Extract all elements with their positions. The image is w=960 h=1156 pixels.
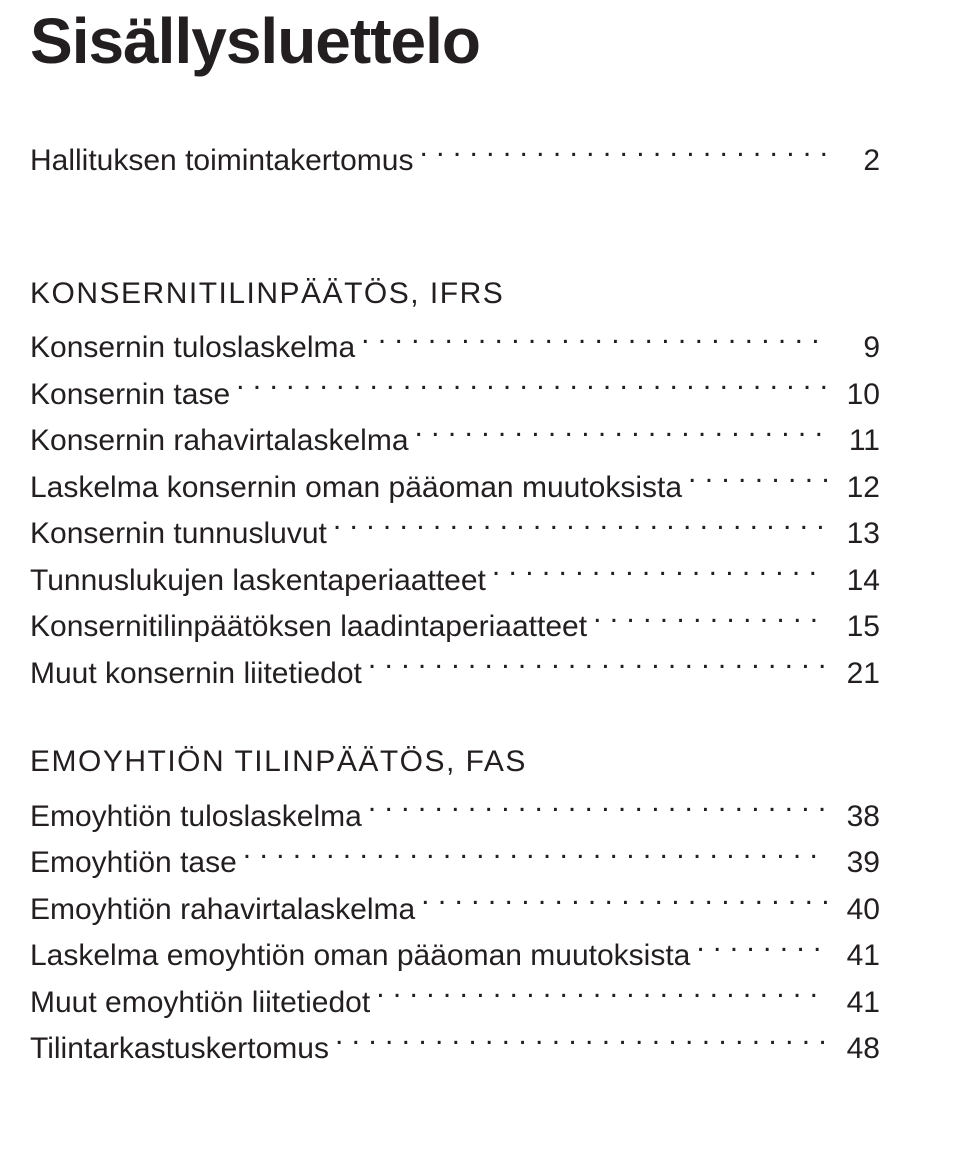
toc-leader-dots <box>492 560 828 590</box>
toc-leader-dots <box>696 935 828 965</box>
toc-entry-page: 2 <box>834 138 880 185</box>
toc-entry-label: Konsernin tunnusluvut <box>30 511 327 558</box>
toc-container: Hallituksen toimintakertomus 2 KONSERNITIL… <box>30 138 880 1073</box>
toc-entry-label: Emoyhtiön tuloslaskelma <box>30 794 362 841</box>
toc-entry-page: 10 <box>834 372 880 419</box>
toc-entry-label: Konsernin rahavirtalaskelma <box>30 418 409 465</box>
toc-entry-page: 11 <box>834 418 880 465</box>
toc-entry-label: Tunnuslukujen laskentaperiaatteet <box>30 558 486 605</box>
toc-leader-dots <box>421 889 828 919</box>
toc-entry-label: Muut emoyhtiön liitetiedot <box>30 980 370 1027</box>
toc-entry-label: Emoyhtiön tase <box>30 840 237 887</box>
toc-leader-dots <box>368 653 828 683</box>
toc-entry-page: 21 <box>834 651 880 698</box>
section-heading: KONSERNITILINPÄÄTÖS, IFRS <box>30 271 880 318</box>
toc-leader-dots <box>688 467 828 497</box>
toc-entry: Konsernin tase 10 <box>30 372 880 419</box>
toc-leader-dots <box>333 513 828 543</box>
page-title: Sisällysluettelo <box>30 0 880 78</box>
toc-entry-label: Konsernin tuloslaskelma <box>30 325 355 372</box>
toc-entry: Laskelma konsernin oman pääoman muutoksi… <box>30 465 880 512</box>
toc-entry-page: 15 <box>834 604 880 651</box>
toc-leader-dots <box>236 374 828 404</box>
toc-leader-dots <box>415 420 828 450</box>
toc-entry: Laskelma emoyhtiön oman pääoman muutoksi… <box>30 933 880 980</box>
toc-entry: Muut emoyhtiön liitetiedot 41 <box>30 980 880 1027</box>
toc-entry: Muut konsernin liitetiedot 21 <box>30 651 880 698</box>
toc-entry-page: 41 <box>834 933 880 980</box>
toc-entry: Emoyhtiön tuloslaskelma 38 <box>30 794 880 841</box>
toc-entry-page: 40 <box>834 887 880 934</box>
toc-entry-label: Laskelma konsernin oman pääoman muutoksi… <box>30 465 682 512</box>
toc-entry: Hallituksen toimintakertomus 2 <box>30 138 880 185</box>
toc-entry-label: Muut konsernin liitetiedot <box>30 651 362 698</box>
toc-entry-page: 48 <box>834 1026 880 1073</box>
toc-leader-dots <box>419 140 828 170</box>
toc-entry: Konsernin tuloslaskelma 9 <box>30 325 880 372</box>
toc-entry-label: Hallituksen toimintakertomus <box>30 138 413 185</box>
section-heading: EMOYHTIÖN TILINPÄÄTÖS, FAS <box>30 739 880 786</box>
toc-entry: Emoyhtiön tase 39 <box>30 840 880 887</box>
toc-leader-dots <box>376 982 828 1012</box>
toc-entry: Konsernin tunnusluvut 13 <box>30 511 880 558</box>
toc-entry-page: 13 <box>834 511 880 558</box>
toc-entry-page: 41 <box>834 980 880 1027</box>
toc-entry-page: 12 <box>834 465 880 512</box>
toc-entry: Konsernin rahavirtalaskelma 11 <box>30 418 880 465</box>
toc-leader-dots <box>243 842 828 872</box>
toc-entry: Tilintarkastuskertomus 48 <box>30 1026 880 1073</box>
toc-entry: Konsernitilinpäätöksen laadintaperiaatte… <box>30 604 880 651</box>
toc-entry-label: Emoyhtiön rahavirtalaskelma <box>30 887 415 934</box>
toc-entry: Tunnuslukujen laskentaperiaatteet 14 <box>30 558 880 605</box>
toc-entry-page: 38 <box>834 794 880 841</box>
toc-entry-label: Konsernin tase <box>30 372 230 419</box>
toc-entry-page: 14 <box>834 558 880 605</box>
toc-leader-dots <box>335 1028 828 1058</box>
toc-entry-page: 39 <box>834 840 880 887</box>
toc-entry-label: Konsernitilinpäätöksen laadintaperiaatte… <box>30 604 587 651</box>
toc-entry-label: Tilintarkastuskertomus <box>30 1026 329 1073</box>
toc-entry: Emoyhtiön rahavirtalaskelma 40 <box>30 887 880 934</box>
toc-page: Sisällysluettelo Hallituksen toimintaker… <box>0 0 960 1073</box>
toc-leader-dots <box>593 606 828 636</box>
toc-entry-page: 9 <box>834 325 880 372</box>
toc-entry-label: Laskelma emoyhtiön oman pääoman muutoksi… <box>30 933 690 980</box>
toc-leader-dots <box>368 796 828 826</box>
toc-leader-dots <box>361 327 828 357</box>
